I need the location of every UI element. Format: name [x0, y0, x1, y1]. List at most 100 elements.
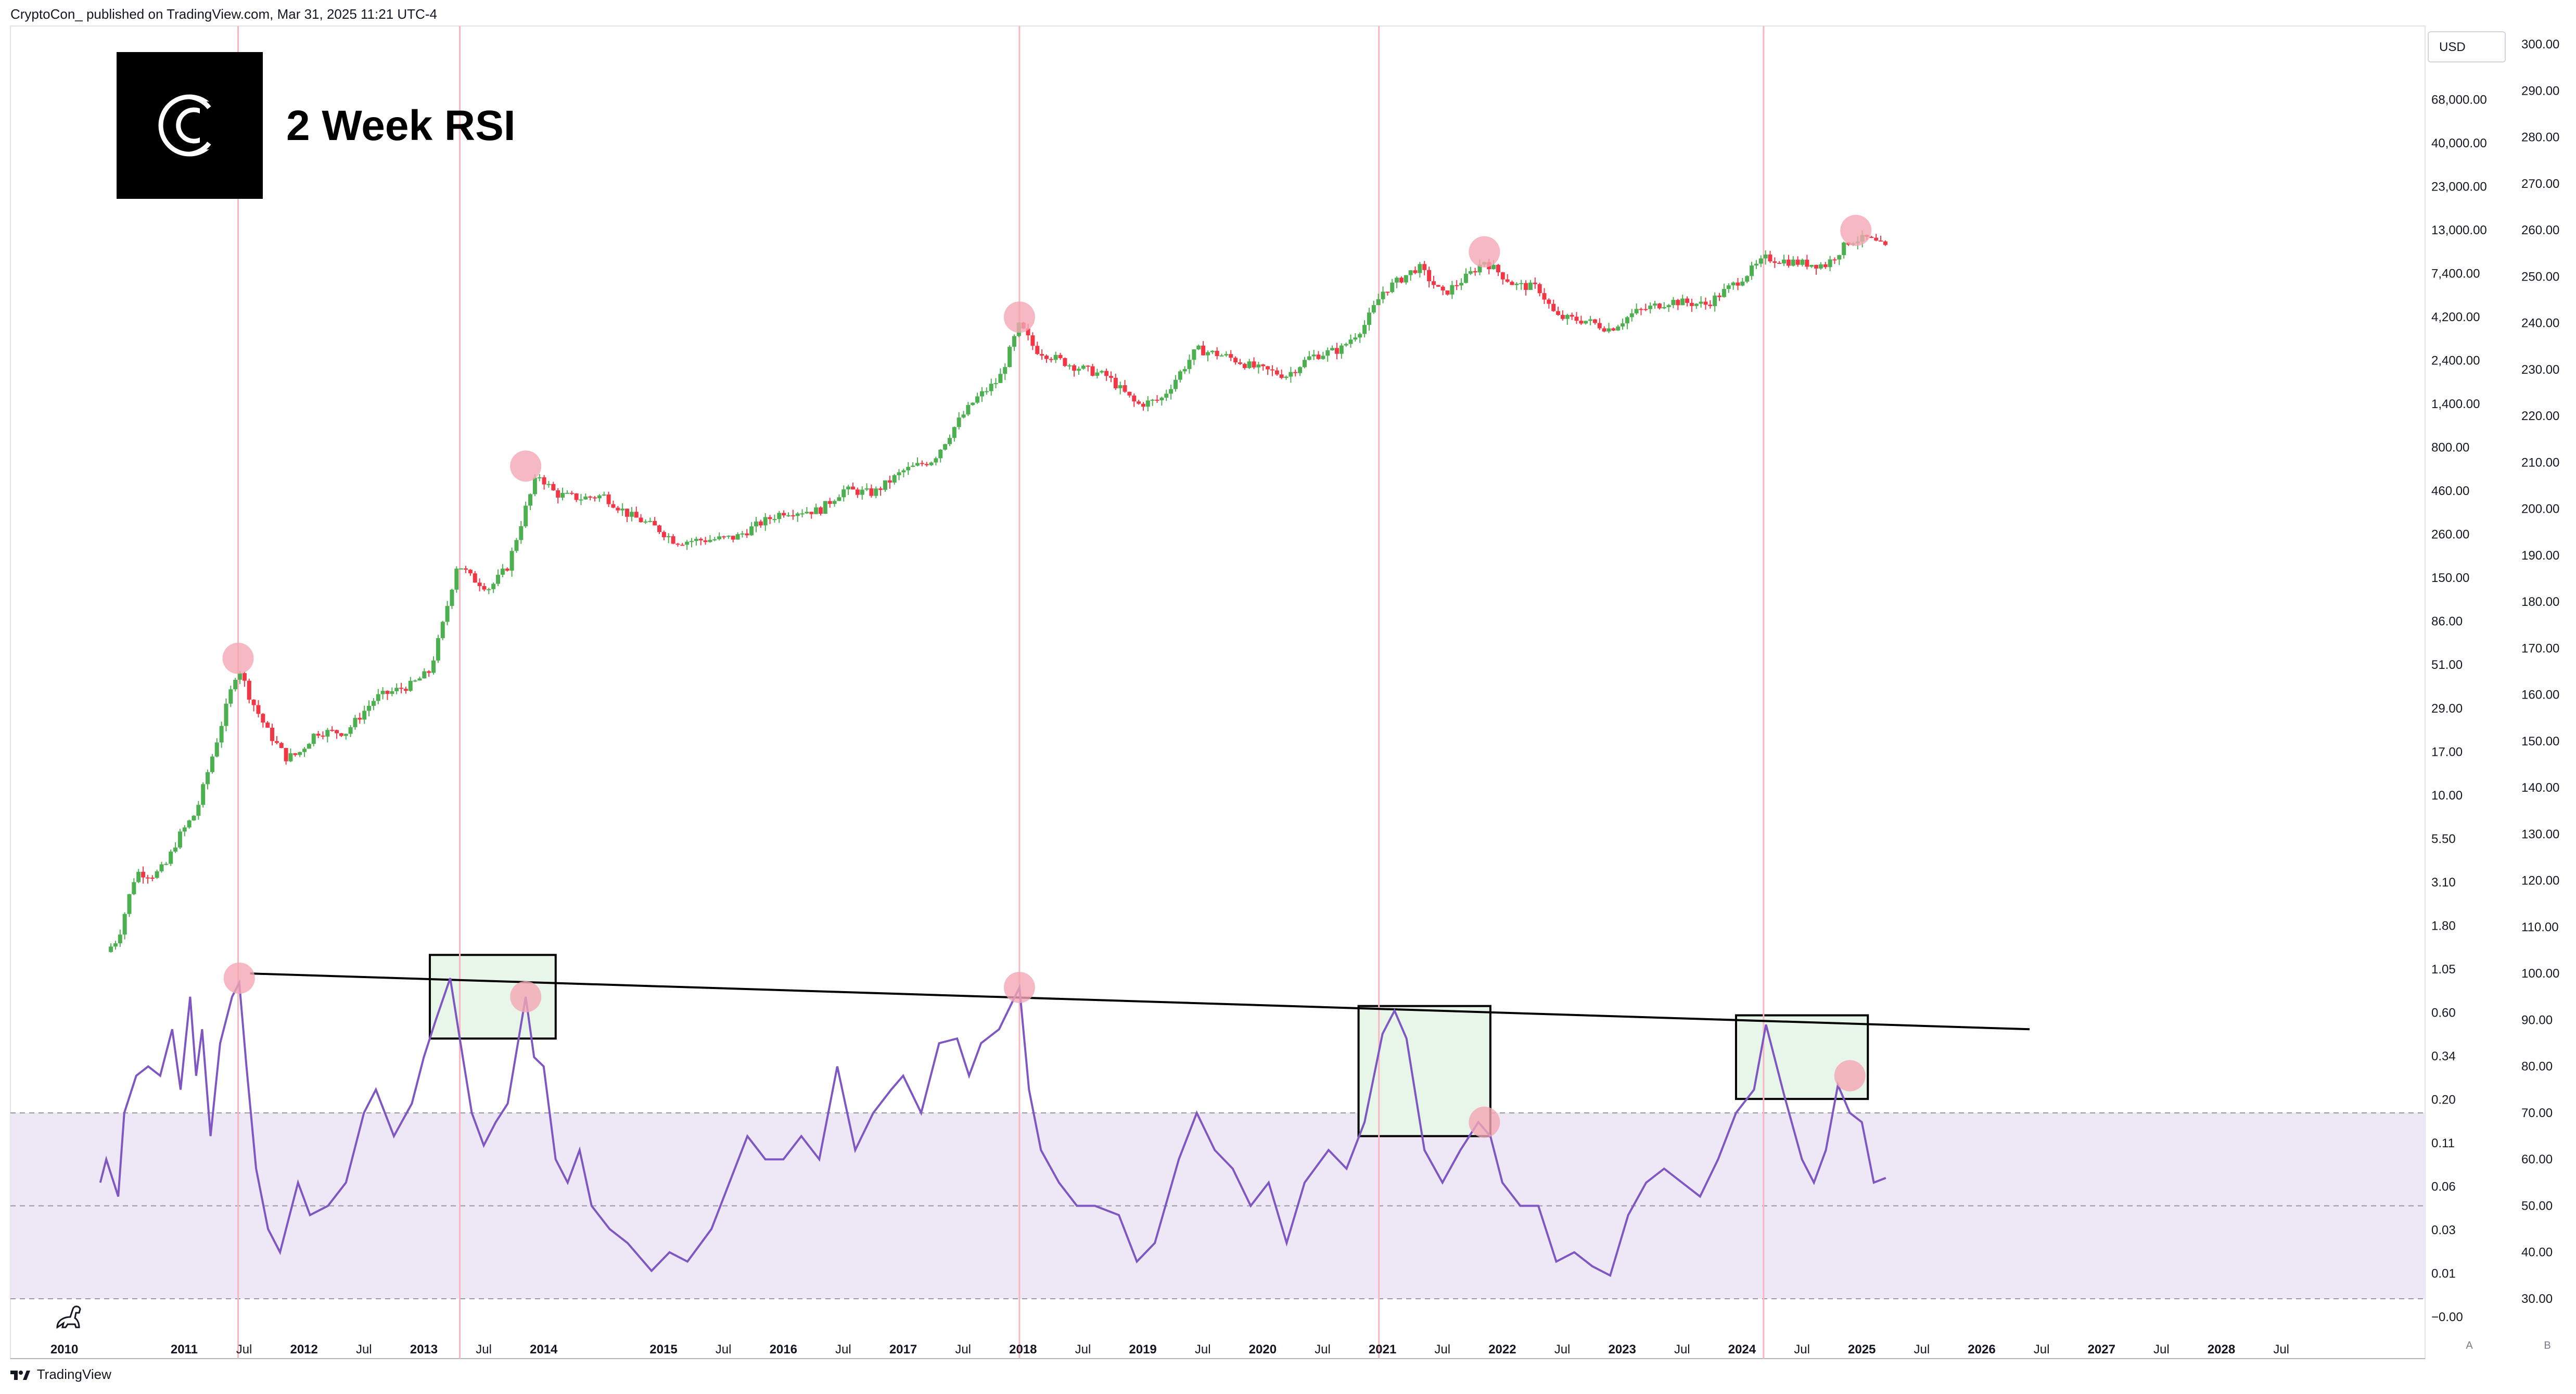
candle-body [118, 934, 122, 944]
candle-body [1879, 240, 1883, 242]
candle-body [1791, 259, 1795, 266]
x-tick-label-29: Jul [1914, 1342, 1930, 1357]
candle-body [1132, 395, 1137, 402]
candle-body [487, 589, 491, 590]
candle-body [772, 519, 777, 521]
candle-body [1809, 264, 1814, 267]
candle-body [1325, 350, 1330, 356]
candle-body [509, 551, 514, 571]
candle-body [629, 512, 634, 517]
candle-body [1713, 295, 1717, 306]
price-tick-label-25: 0.11 [2431, 1136, 2455, 1150]
candle-body [782, 513, 786, 516]
candle-body [1040, 354, 1044, 356]
b-scale-button[interactable]: B [2544, 1340, 2551, 1351]
candle-body [1390, 282, 1395, 293]
x-tick-label-5: 2013 [410, 1342, 438, 1357]
candle-body [274, 741, 279, 743]
rsi-tick-label-23: 70.00 [2521, 1106, 2553, 1120]
price-peak-marker-2 [1003, 301, 1035, 333]
candle-body [1256, 364, 1261, 367]
tradingview-logo[interactable]: TradingView [9, 1366, 111, 1383]
candle-body [593, 497, 597, 499]
candle-body [1108, 376, 1113, 378]
candle-body [1477, 264, 1482, 273]
candle-body [675, 543, 680, 545]
candle-body [1505, 279, 1510, 282]
candle-body [1399, 277, 1404, 283]
candle-body [1427, 270, 1432, 282]
candle-body [1445, 290, 1450, 295]
candle-body [532, 477, 537, 495]
candle-body [1455, 285, 1459, 286]
candle-body [1307, 356, 1311, 360]
candle-body [1648, 306, 1653, 309]
candle-body [537, 477, 542, 478]
candle-body [210, 756, 214, 772]
rsi-tick-label-17: 130.00 [2521, 827, 2559, 841]
candle-body [150, 878, 155, 879]
candle-body [228, 689, 233, 704]
rsi-tick-label-16: 140.00 [2521, 781, 2559, 795]
candle-body [993, 383, 998, 384]
rsi-tick-label-22: 80.00 [2521, 1060, 2553, 1074]
candle-body [1164, 394, 1169, 398]
candle-body [1201, 345, 1206, 356]
candle-body [1358, 334, 1362, 338]
published-header: CryptoCon_ published on TradingView.com,… [10, 6, 437, 22]
candle-body [192, 816, 196, 821]
currency-selector[interactable]: USD [2428, 31, 2506, 62]
chart-title: 2 Week RSI [286, 102, 516, 149]
price-peak-marker-1 [510, 450, 542, 482]
candle-body [569, 492, 574, 494]
candle-body [666, 536, 671, 538]
candle-body [897, 472, 901, 475]
candle-body [915, 463, 920, 466]
candle-body [1606, 328, 1611, 332]
x-tick-label-0: 2010 [50, 1342, 78, 1357]
candle-body [786, 515, 791, 516]
candle-body [247, 680, 251, 700]
candle-body [293, 753, 298, 755]
candle-body [422, 671, 427, 679]
dinosaur-icon[interactable] [52, 1301, 88, 1335]
candle-body [805, 512, 809, 514]
candle-body [1468, 271, 1473, 274]
candle-body [1334, 348, 1339, 354]
candle-body [1067, 365, 1072, 366]
rsi-tick-label-19: 110.00 [2521, 920, 2559, 934]
candle-body [528, 494, 533, 506]
candle-body [1348, 339, 1353, 344]
price-tick-label-22: 0.60 [2431, 1006, 2456, 1020]
candle-body [708, 540, 712, 542]
candle-body [298, 752, 302, 755]
candle-body [399, 688, 404, 689]
candle-body [136, 871, 141, 882]
candle-body [546, 484, 551, 485]
candle-body [1266, 366, 1270, 370]
candle-body [1049, 359, 1053, 360]
candle-body [643, 521, 648, 523]
candle-body [1519, 283, 1524, 284]
candle-body [841, 489, 846, 498]
candle-body [712, 539, 717, 540]
candle-body [256, 705, 261, 714]
candle-body [1385, 292, 1390, 293]
candle-body [971, 402, 975, 405]
rsi-tick-label-26: 40.00 [2521, 1246, 2553, 1260]
candle-body [325, 730, 330, 737]
rsi-band [10, 1112, 2425, 1299]
candle-body [1818, 264, 1823, 269]
candle-body [343, 733, 348, 736]
candle-body [860, 489, 864, 495]
auto-scale-button[interactable]: A [2466, 1340, 2473, 1351]
candle-body [984, 391, 989, 392]
rsi-tick-label-18: 120.00 [2521, 874, 2559, 888]
candle-body [403, 689, 408, 691]
candle-body [1800, 259, 1805, 265]
candle-body [1205, 352, 1210, 356]
candle-body [169, 851, 173, 864]
candle-body [164, 864, 169, 865]
price-tick-label-12: 150.00 [2431, 571, 2469, 585]
